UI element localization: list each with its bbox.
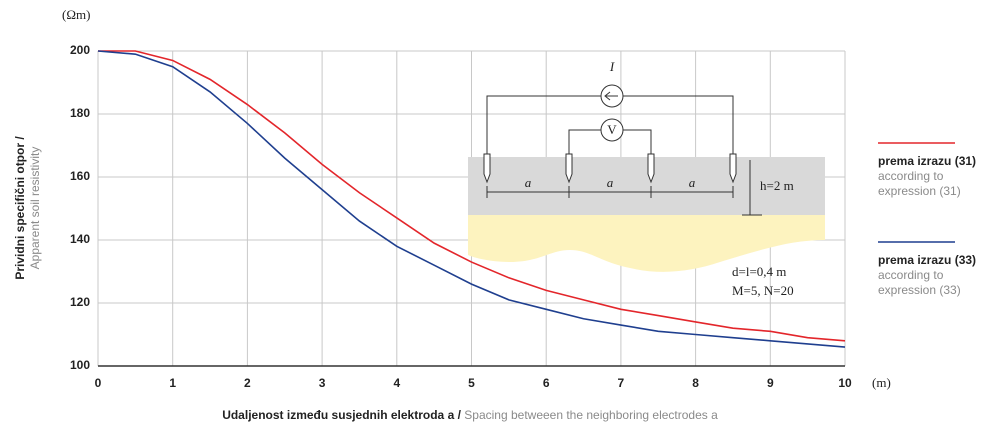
line: [98, 50, 846, 342]
legend-label-line: expression (31): [878, 184, 961, 198]
x-tick-label: 8: [692, 376, 699, 390]
x-label: Udaljenost između susjednih elektroda a …: [222, 408, 461, 422]
y-tick-label: 100: [70, 358, 90, 372]
plot: 100 120 140 160 180 200 0 1 2 3 4 5 6 7 8 9 10 I V a a a…: [70, 43, 852, 390]
voltmeter-label: V: [607, 122, 617, 137]
depth-label: h=2 m: [760, 178, 794, 193]
y-tick-label: 200: [70, 43, 90, 57]
soil-layer: [468, 157, 825, 215]
current-label: I: [609, 59, 615, 74]
legend-label: prema izrazu (31): [878, 154, 976, 168]
legend-label-line: according to: [878, 268, 944, 282]
y-tick-label: 180: [70, 106, 90, 120]
x-tick-label: 5: [468, 376, 475, 390]
legend-label-en: according to expression (31): [878, 169, 961, 198]
x-tick-label: 7: [618, 376, 625, 390]
inset-diagram: I V a a a h=2 m d=l=0,4 m M=5, N=20: [468, 59, 825, 298]
arrow: [604, 91, 618, 101]
x-tick-label: 9: [767, 376, 774, 390]
y-tick-label: 140: [70, 232, 90, 246]
legend-label-line: according to: [878, 169, 944, 183]
electrodes: [483, 153, 737, 184]
x-unit: (m): [872, 375, 891, 390]
y-label-en: Apparent soil resistivity: [28, 147, 42, 270]
x-tick-label: 2: [244, 376, 251, 390]
voltmeter: [600, 118, 624, 142]
soil-base: [468, 215, 825, 272]
legend: prema izrazu (31)according to expression …: [878, 142, 976, 297]
x-tick-label: 6: [543, 376, 550, 390]
y-tick-label: 120: [70, 295, 90, 309]
x-tick-label: 3: [319, 376, 326, 390]
x-tick-label: 0: [95, 376, 102, 390]
x-tick-label: 10: [838, 376, 852, 390]
y-unit: (Ωm): [62, 7, 90, 22]
param-label: M=5, N=20: [732, 283, 794, 298]
spacing-label: a: [525, 175, 532, 190]
y-label: Prividni specifični otpor /: [13, 136, 27, 280]
y-tick-label: 160: [70, 169, 90, 183]
x-label-group: Udaljenost između susjednih elektroda a …: [222, 408, 718, 422]
x-tick-label: 1: [169, 376, 176, 390]
legend-label-en: according to expression (33): [878, 268, 961, 297]
line: [97, 50, 846, 348]
spacing-label: a: [689, 175, 696, 190]
x-tick-label: 4: [393, 376, 400, 390]
dimension-lines: [486, 160, 762, 216]
param-label: d=l=0,4 m: [732, 264, 786, 279]
legend-label: prema izrazu (33): [878, 253, 976, 267]
legend-label-line: expression (33): [878, 283, 961, 297]
spacing-label: a: [607, 175, 614, 190]
x-label-en: Spacing betweeen the neighboring electro…: [464, 408, 718, 422]
